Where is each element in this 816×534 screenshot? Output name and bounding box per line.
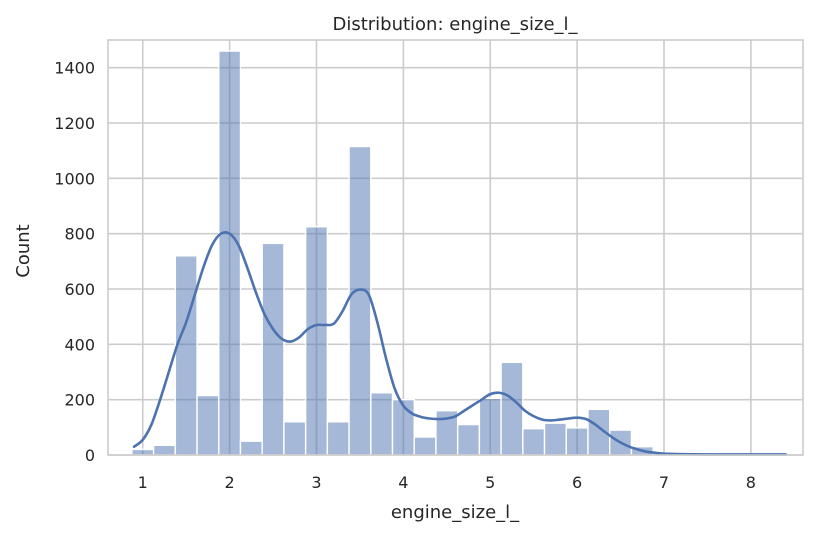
histogram-bar	[522, 428, 546, 456]
histogram-bar	[391, 398, 415, 456]
histogram-bar	[304, 226, 329, 456]
x-tick-labels: 1 2 3 4 5 6 7 8	[138, 473, 756, 492]
x-tick-label: 6	[572, 473, 582, 492]
x-axis-label: engine_size_l_	[391, 502, 520, 523]
histogram-bars	[131, 50, 785, 456]
y-tick-labels: 0 200 400 600 800 1000 1200 1400	[54, 59, 95, 465]
x-tick-label: 4	[398, 473, 408, 492]
y-tick-label: 800	[64, 225, 95, 244]
y-tick-label: 1000	[54, 169, 95, 188]
histogram-bar	[413, 436, 437, 456]
histogram-bar	[239, 440, 263, 456]
histogram-bar	[326, 421, 350, 456]
histogram-bar	[500, 361, 524, 456]
y-tick-label: 0	[85, 446, 95, 465]
x-tick-label: 2	[225, 473, 235, 492]
y-tick-label: 600	[64, 280, 95, 299]
histogram-bar	[565, 427, 589, 456]
histogram-bar	[174, 255, 198, 456]
chart-title: Distribution: engine_size_l_	[332, 14, 578, 35]
histogram-bar	[131, 448, 155, 456]
y-axis-label: Count	[13, 224, 34, 277]
x-tick-label: 1	[138, 473, 148, 492]
y-tick-label: 1200	[54, 114, 95, 133]
histogram-bar	[478, 397, 502, 456]
x-tick-label: 7	[659, 473, 669, 492]
histogram-bar	[218, 50, 242, 456]
histogram-bar	[348, 145, 372, 456]
x-tick-label: 3	[311, 473, 321, 492]
histogram-bar	[196, 394, 220, 456]
histogram-bar	[543, 422, 567, 456]
histogram-bar	[456, 423, 481, 456]
x-tick-label: 5	[485, 473, 495, 492]
x-tick-label: 8	[746, 473, 756, 492]
histogram-bar	[261, 242, 285, 456]
histogram-bar	[283, 421, 307, 456]
kde-density-line	[132, 230, 787, 456]
y-tick-label: 1400	[54, 59, 95, 78]
histogram-bar	[152, 444, 177, 456]
y-tick-label: 200	[64, 391, 95, 410]
histogram-bar	[370, 392, 394, 456]
plot-frame	[107, 39, 804, 456]
y-tick-label: 400	[64, 335, 95, 354]
